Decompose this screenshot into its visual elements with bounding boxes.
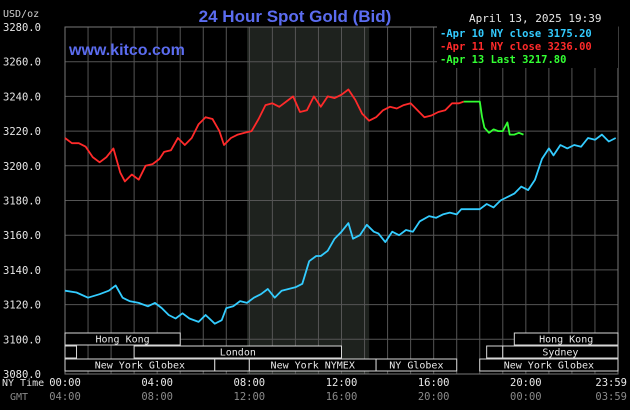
session-bar	[502, 345, 619, 359]
y-tick-label: 3160.0	[3, 230, 41, 242]
y-tick-label: 3140.0	[3, 265, 41, 277]
session-bar	[64, 332, 181, 346]
x-tick-label-ny: 23:59	[595, 377, 627, 389]
x-tick-label-ny: 00:00	[49, 377, 81, 389]
legend-entry-3: -Apr 13 Last 3217.80	[440, 54, 566, 66]
watermark: www.kitco.com	[68, 42, 185, 59]
y-tick-label: 3200.0	[3, 161, 41, 173]
session-bar	[214, 358, 250, 372]
x-axis: 00:00 04:00 08:00 12:00 16:00 20:00 23:59 04:00…	[49, 377, 627, 403]
y-tick-label: 3180.0	[3, 196, 41, 208]
session-label: Sydney	[542, 348, 578, 359]
date-label: April 13, 2025 19:39	[469, 12, 601, 25]
y-tick-label: 3220.0	[3, 126, 41, 138]
legend-background	[437, 26, 618, 68]
y-tick-label: 3100.0	[3, 334, 41, 346]
legend-entry-2: -Apr 11 NY close 3236.00	[440, 41, 592, 53]
series-line-3	[463, 100, 524, 136]
session-label: NY Globex	[389, 361, 443, 372]
chart-title: 24 Hour Spot Gold (Bid)	[199, 7, 392, 26]
y-tick-label: 3120.0	[3, 300, 41, 312]
session-label: Hong Kong	[539, 335, 593, 346]
session-label: Hong Kong	[96, 335, 150, 346]
x-tick-label-ny: 16:00	[418, 377, 450, 389]
x-tick-label-gmt: 04:00	[49, 391, 81, 403]
session-bar	[486, 345, 504, 359]
y-tick-label: 3280.0	[3, 22, 41, 34]
x-tick-label-ny: 08:00	[234, 377, 266, 389]
legend-entry-1: -Apr 10 NY close 3175.20	[440, 28, 592, 40]
x-tick-label-gmt: 12:00	[234, 391, 266, 403]
session-bar	[479, 358, 619, 372]
series-line-1	[64, 133, 617, 325]
y-tick-label: 3080.0	[3, 369, 41, 381]
session-bar	[375, 358, 458, 372]
plot-border	[64, 26, 619, 375]
x-tick-label-ny: 20:00	[510, 377, 542, 389]
x-tick-label-gmt: 08:00	[141, 391, 173, 403]
session-label: London	[220, 348, 256, 359]
y-tick-label: 3260.0	[3, 57, 41, 69]
legend: -Apr 10 NY close 3175.20-Apr 11 NY close…	[437, 26, 618, 68]
x-tick-label-gmt: 20:00	[418, 391, 450, 403]
plot-area	[64, 26, 619, 375]
ny-time-label: NY Time	[2, 378, 44, 389]
series-line-2	[64, 88, 464, 183]
x-tick-label-gmt: 03:59	[595, 391, 627, 403]
x-tick-label-gmt: 00:00	[510, 391, 542, 403]
session-label: New York NYMEX	[271, 361, 355, 372]
session-bar	[133, 345, 342, 359]
y-tick-label: 3240.0	[3, 91, 41, 103]
session-bar	[513, 332, 619, 346]
x-tick-label-gmt: 16:00	[326, 391, 358, 403]
session-label: New York Globex	[504, 361, 594, 372]
x-tick-label-ny: 04:00	[141, 377, 173, 389]
y-axis: 3280.0 3260.0 3240.0 3220.0 3200.0 3180.0 3160…	[3, 22, 41, 381]
market-sessions: Hong Kong Hong Kong London Sydney New York G…	[64, 332, 619, 372]
unit-label: USD/oz	[3, 9, 39, 20]
session-label: New York Globex	[95, 361, 185, 372]
session-bar	[64, 345, 78, 359]
gmt-label: GMT	[10, 392, 28, 403]
x-tick-label-ny: 12:00	[326, 377, 358, 389]
